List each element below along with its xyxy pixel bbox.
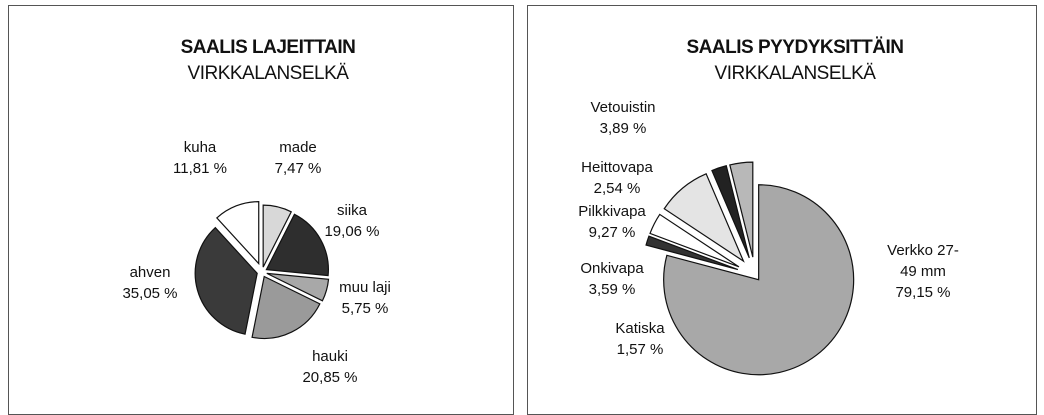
slice-label: Verkko 27-49 mm bbox=[887, 242, 959, 280]
pies bbox=[194, 161, 855, 376]
pie-slice bbox=[194, 226, 258, 335]
chart-subtitle: VIRKKALANSELKÄ bbox=[714, 63, 876, 84]
data-label: Pilkkivapa 9,27 % bbox=[557, 201, 667, 243]
pie-slice bbox=[663, 184, 855, 376]
data-label: hauki 20,85 % bbox=[275, 346, 385, 388]
pie-slice bbox=[251, 275, 321, 340]
pie-slice bbox=[711, 165, 750, 259]
value-label: 9,27 % bbox=[588, 224, 636, 241]
data-label: Vetouistin 3,89 % bbox=[568, 97, 678, 139]
slice-label: Pilkkivapa bbox=[578, 203, 646, 220]
slice-label: muu laji bbox=[339, 279, 391, 296]
value-label: 11,81 % bbox=[173, 160, 227, 177]
pie-slice bbox=[262, 204, 293, 268]
slice-label: siika bbox=[336, 202, 367, 219]
pie-slice bbox=[266, 272, 330, 302]
data-label: ahven 35,05 % bbox=[95, 262, 205, 304]
data-label: Verkko 27-49 mm 79,15 % bbox=[882, 240, 964, 303]
data-label: Heittovapa 2,54 % bbox=[562, 157, 672, 199]
slice-label: hauki bbox=[312, 348, 348, 365]
page: SAALIS LAJEITTAIN VIRKKALANSELKÄ SAALIS … bbox=[8, 5, 1037, 415]
slice-label: Vetouistin bbox=[590, 99, 656, 116]
slice-label: Katiska bbox=[615, 320, 665, 337]
pie-slice bbox=[645, 235, 739, 271]
slice-label: Onkivapa bbox=[580, 260, 644, 277]
value-label: 35,05 % bbox=[122, 285, 178, 302]
pie-slice bbox=[649, 213, 740, 268]
value-label: 7,47 % bbox=[274, 160, 322, 177]
value-label: 2,54 % bbox=[593, 180, 641, 197]
slice-label: kuha bbox=[183, 139, 217, 156]
value-label: 20,85 % bbox=[302, 369, 358, 386]
data-label: siika 19,06 % bbox=[297, 200, 407, 242]
chart-title: SAALIS PYYDYKSITTÄIN bbox=[686, 37, 904, 58]
value-label: 5,75 % bbox=[341, 300, 389, 317]
data-label: made 7,47 % bbox=[243, 137, 353, 179]
pie-slice bbox=[729, 161, 754, 258]
slice-label: Heittovapa bbox=[581, 159, 653, 176]
data-label: kuha 11,81 % bbox=[145, 137, 255, 179]
pie-slice bbox=[663, 173, 745, 263]
slice-label: made bbox=[279, 139, 317, 156]
slice-label: ahven bbox=[129, 264, 171, 281]
pie-slice bbox=[215, 201, 260, 266]
value-label: 19,06 % bbox=[324, 223, 380, 240]
pie-slice bbox=[265, 213, 329, 277]
value-label: 79,15 % bbox=[895, 284, 951, 301]
data-label: Katiska 1,57 % bbox=[585, 318, 695, 360]
chart-subtitle: VIRKKALANSELKÄ bbox=[187, 63, 349, 84]
value-label: 3,89 % bbox=[599, 120, 647, 137]
data-label: muu laji 5,75 % bbox=[310, 277, 420, 319]
data-label: Onkivapa 3,59 % bbox=[557, 258, 667, 300]
chart-title: SAALIS LAJEITTAIN bbox=[180, 37, 356, 58]
value-label: 3,59 % bbox=[588, 281, 636, 298]
value-label: 1,57 % bbox=[616, 341, 664, 358]
